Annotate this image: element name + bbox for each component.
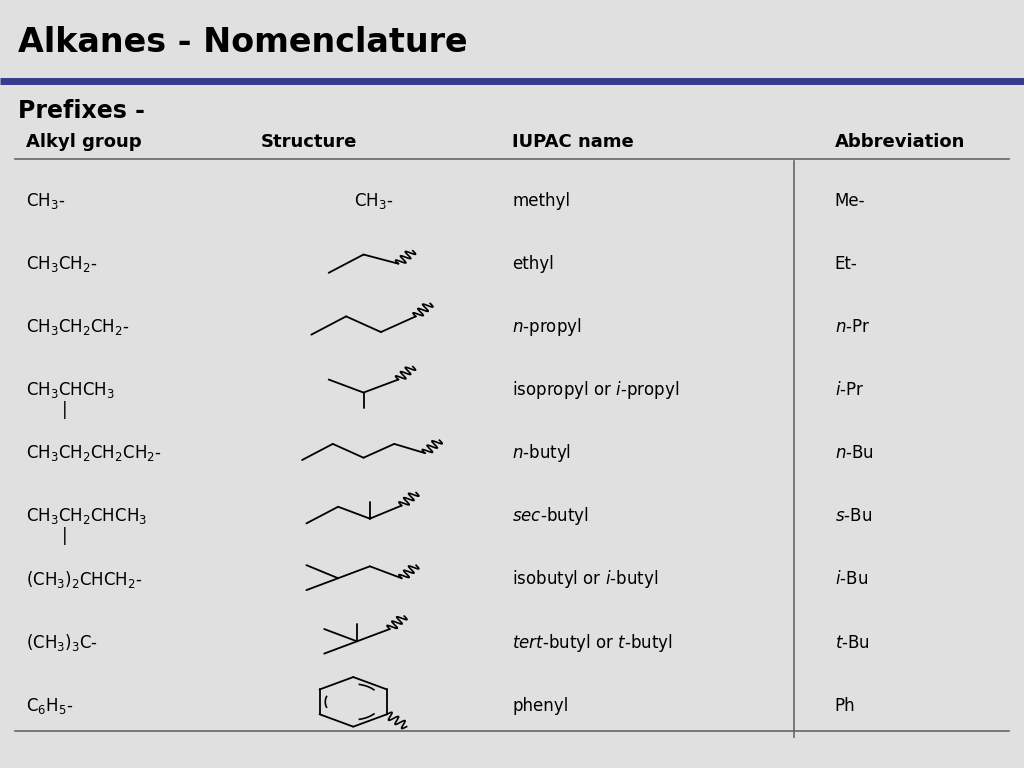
Text: |: | <box>61 528 67 545</box>
Text: CH$_3$CHCH$_3$: CH$_3$CHCH$_3$ <box>26 380 115 400</box>
Text: Ph: Ph <box>835 697 855 715</box>
Text: $\it{t}$-Bu: $\it{t}$-Bu <box>835 634 869 651</box>
Text: isobutyl or $\it{i}$-butyl: isobutyl or $\it{i}$-butyl <box>512 568 658 591</box>
Text: $\it{sec}$-butyl: $\it{sec}$-butyl <box>512 505 589 528</box>
Text: CH$_3$CH$_2$CH$_2$CH$_2$-: CH$_3$CH$_2$CH$_2$CH$_2$- <box>26 443 162 463</box>
Text: Abbreviation: Abbreviation <box>835 133 965 151</box>
Text: $\it{n}$-propyl: $\it{n}$-propyl <box>512 316 582 338</box>
Text: $\it{tert}$-butyl or $\it{t}$-butyl: $\it{tert}$-butyl or $\it{t}$-butyl <box>512 631 673 654</box>
Text: ethyl: ethyl <box>512 255 554 273</box>
Text: Prefixes -: Prefixes - <box>18 99 145 124</box>
Text: $\it{n}$-Bu: $\it{n}$-Bu <box>835 444 873 462</box>
Text: Me-: Me- <box>835 191 865 210</box>
Text: $\it{s}$-Bu: $\it{s}$-Bu <box>835 508 871 525</box>
Text: $\it{i}$-Pr: $\it{i}$-Pr <box>835 381 864 399</box>
Text: $\it{n}$-butyl: $\it{n}$-butyl <box>512 442 571 464</box>
Text: methyl: methyl <box>512 191 570 210</box>
Text: C$_6$H$_5$-: C$_6$H$_5$- <box>26 696 73 716</box>
Text: |: | <box>61 401 67 419</box>
Text: Structure: Structure <box>261 133 357 151</box>
Text: Et-: Et- <box>835 255 857 273</box>
Text: CH$_3$CH$_2$CHCH$_3$: CH$_3$CH$_2$CHCH$_3$ <box>26 506 146 526</box>
Text: (CH$_3$)$_2$CHCH$_2$-: (CH$_3$)$_2$CHCH$_2$- <box>26 569 142 590</box>
Text: CH$_3$CH$_2$CH$_2$-: CH$_3$CH$_2$CH$_2$- <box>26 317 129 337</box>
Text: Alkyl group: Alkyl group <box>26 133 141 151</box>
Text: CH$_3$-: CH$_3$- <box>354 190 393 210</box>
Text: $\it{n}$-Pr: $\it{n}$-Pr <box>835 318 870 336</box>
Text: IUPAC name: IUPAC name <box>512 133 634 151</box>
Text: CH$_3$CH$_2$-: CH$_3$CH$_2$- <box>26 253 97 273</box>
Text: phenyl: phenyl <box>512 697 568 715</box>
Text: Alkanes - Nomenclature: Alkanes - Nomenclature <box>18 26 468 58</box>
Text: (CH$_3$)$_3$C-: (CH$_3$)$_3$C- <box>26 632 97 653</box>
Text: isopropyl or $\it{i}$-propyl: isopropyl or $\it{i}$-propyl <box>512 379 679 401</box>
Text: CH$_3$-: CH$_3$- <box>26 190 65 210</box>
Text: $\it{i}$-Bu: $\it{i}$-Bu <box>835 571 867 588</box>
